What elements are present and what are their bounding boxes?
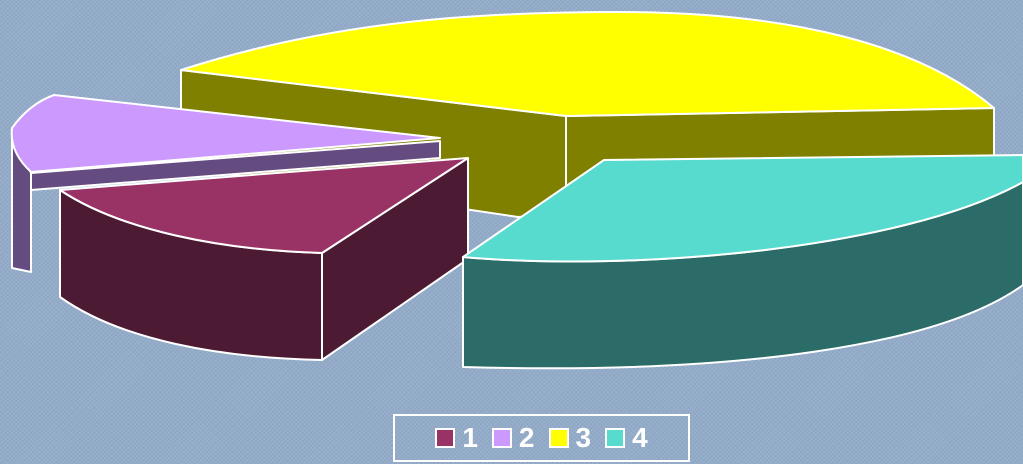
- legend-swatch-1: [435, 428, 456, 448]
- legend-swatch-4: [605, 428, 626, 448]
- chart-legend: 1 2 3 4: [393, 414, 690, 462]
- legend-swatch-2: [491, 428, 512, 448]
- pie-slice-2-side-front: [30, 140, 441, 191]
- pie-slice-4-top: [462, 154, 1023, 263]
- pie-slice-2-top: [10, 94, 441, 173]
- legend-label-1: 1: [462, 422, 478, 453]
- pie-slice-1-top: [59, 157, 469, 254]
- legend-label-3: 3: [575, 422, 592, 453]
- legend-item-2: 2: [491, 422, 535, 453]
- legend-swatch-3: [548, 428, 569, 448]
- pie-slice-4: [462, 154, 1023, 370]
- legend-item-4: 4: [605, 424, 648, 452]
- pie-slice-3-top: [180, 11, 995, 117]
- pie-slice-2: [10, 94, 441, 273]
- legend-label-2: 2: [518, 422, 535, 453]
- legend-item-1: 1: [435, 424, 478, 452]
- pie-slice-1: [59, 157, 469, 361]
- legend-label-4: 4: [632, 422, 648, 453]
- legend-item-3: 3: [548, 422, 592, 453]
